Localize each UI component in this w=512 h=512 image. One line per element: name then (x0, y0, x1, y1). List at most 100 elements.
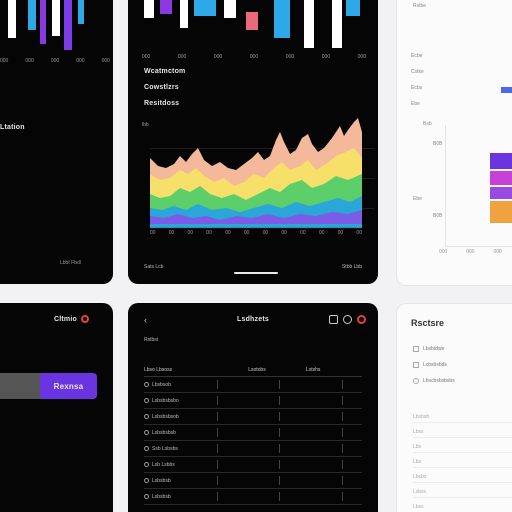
row-label: Cstke (411, 69, 424, 75)
column-header: Lbso Lbsoss (144, 367, 173, 373)
row-cell (341, 380, 362, 389)
settings-item[interactable]: Lbsbtdwe (413, 346, 455, 352)
top-bars (144, 0, 360, 48)
table-title: Lsdhzets (237, 316, 269, 323)
settings-title: Rsctsre (411, 318, 445, 328)
row-radio-icon[interactable] (144, 414, 149, 419)
rename-button-label: Rexnsa (53, 381, 84, 391)
row-cell (341, 412, 362, 421)
area-chart: lbb 00 00 00 00 00 00 00 00 00 00 00 00 (140, 118, 374, 244)
settings-line-label: Lbsbs (413, 474, 427, 480)
area-series-5 (150, 210, 362, 224)
checkbox-icon[interactable] (413, 362, 419, 368)
tick-label: Bsb (423, 121, 432, 127)
row-label: Lsbsbsb (152, 493, 171, 500)
row-cell (341, 428, 362, 437)
row-cell (341, 492, 362, 501)
table-row[interactable]: Lsbsbsbsbo (144, 393, 362, 409)
indicator-bar (501, 87, 512, 93)
settings-line: Lbss (413, 423, 512, 438)
settings-line-label: Lbs (413, 459, 422, 465)
row-radio-icon[interactable] (144, 494, 149, 499)
table-row[interactable]: Lbsbsob (144, 377, 362, 393)
right-title: Rstbe (413, 3, 427, 9)
row-cell (279, 396, 339, 405)
radio-icon[interactable] (413, 378, 419, 384)
settings-item-label: Lcbsbsbds (423, 362, 447, 368)
metric-1: Wcatmctom (144, 68, 186, 75)
table-row[interactable]: Lsb Lsbbs (144, 457, 362, 473)
row-cell (216, 476, 277, 485)
row-cell (279, 380, 339, 389)
settings-icon[interactable] (329, 315, 338, 324)
bar (274, 0, 290, 38)
settings-lines: LbsbsbLbssLbsLbsLbsbsLsbssLbssLbsbs (413, 408, 512, 512)
row-radio-icon[interactable] (144, 478, 149, 483)
row-radio-icon[interactable] (144, 398, 149, 403)
right-row-labels: Ecbe Cstke Ecbs Ebe (411, 53, 424, 107)
info-icon[interactable] (343, 315, 352, 324)
settings-line: Lsbss (413, 483, 512, 498)
metric-list: Wcatmctom Cowstlzrs Resitdoss (144, 68, 185, 107)
y-axis-label: lbb (142, 122, 149, 128)
left-axis-labels: 000 000 000 000 000 (0, 58, 110, 64)
side-label: B0B (433, 141, 443, 147)
row-label: Lsb Lsbbs (152, 461, 175, 468)
alert-icon[interactable] (357, 315, 366, 324)
settings-item[interactable]: Lcbsbsbds (413, 362, 455, 368)
area-svg (150, 118, 362, 229)
table-row[interactable]: Lsbsbsb (144, 489, 362, 505)
bar (8, 0, 16, 38)
settings-line-label: Lbss (413, 504, 424, 510)
table-row[interactable]: Lsbsbsbsob (144, 409, 362, 425)
row-cell (216, 444, 277, 453)
row-cell (216, 428, 277, 437)
left-bottom-panel: Cltmio Rexnsa (0, 303, 113, 512)
data-table: Lbso Lbsoss Lsotobs Lstshs Lbsbsob Lsbsbs… (144, 367, 362, 505)
row-cell (216, 492, 277, 501)
row-cell (341, 460, 362, 469)
bar (224, 0, 236, 18)
table-card: ‹ Lsdhzets Rstbst Lbso Lbsoss Lsotobs Ls… (128, 303, 378, 512)
section-label: Rstbst (144, 337, 159, 343)
top-axis-labels: 000 000 000 000 000 000 000 (142, 54, 366, 60)
back-icon[interactable]: ‹ (144, 315, 147, 325)
bar (78, 0, 84, 24)
table-body: Lbsbsob Lsbsbsbsbo Lsbsbsbsob Lsbsbsbsb Ssb … (144, 377, 362, 505)
rename-button[interactable]: Rexnsa (40, 373, 97, 399)
left-footer: Lbbt Fbdl (60, 260, 81, 266)
row-radio-icon[interactable] (144, 446, 149, 451)
row-label: Ebe (411, 101, 420, 107)
table-row[interactable]: Lsbsbsb (144, 473, 362, 489)
row-radio-icon[interactable] (144, 430, 149, 435)
table-row[interactable]: Ssb Lsbsbs (144, 441, 362, 457)
table-row[interactable]: Lsbsbsbsb (144, 425, 362, 441)
settings-line: Lbs (413, 453, 512, 468)
row-label: Lsbsbsb (152, 477, 171, 484)
settings-line-label: Lsbss (413, 489, 427, 495)
bar (246, 12, 258, 30)
bar (52, 0, 60, 36)
row-radio-icon[interactable] (144, 462, 149, 467)
alert-icon[interactable] (80, 315, 89, 323)
row-label: Ecbe (411, 53, 423, 59)
settings-item[interactable]: Lbscbsbsbsbs (413, 378, 455, 384)
chart-card: 000 000 000 000 000 000 000 Wcatmctom Cowstlzr… (128, 0, 378, 284)
settings-line-label: Lbs (413, 444, 422, 450)
left-side-label: Ltation (0, 124, 25, 131)
row-cell (216, 380, 277, 389)
column-header: Lsotobs (248, 367, 266, 373)
home-indicator[interactable] (234, 272, 278, 274)
row-label: Ecbs (411, 85, 423, 91)
row-cell (279, 460, 339, 469)
bar (490, 201, 512, 223)
row-cell (216, 396, 277, 405)
left-bottom-header: Cltmio (54, 315, 89, 323)
row-radio-icon[interactable] (144, 382, 149, 387)
row-cell (279, 412, 339, 421)
bar (180, 0, 188, 28)
header-icons (329, 315, 366, 324)
bar (160, 0, 172, 14)
checkbox-icon[interactable] (413, 346, 419, 352)
